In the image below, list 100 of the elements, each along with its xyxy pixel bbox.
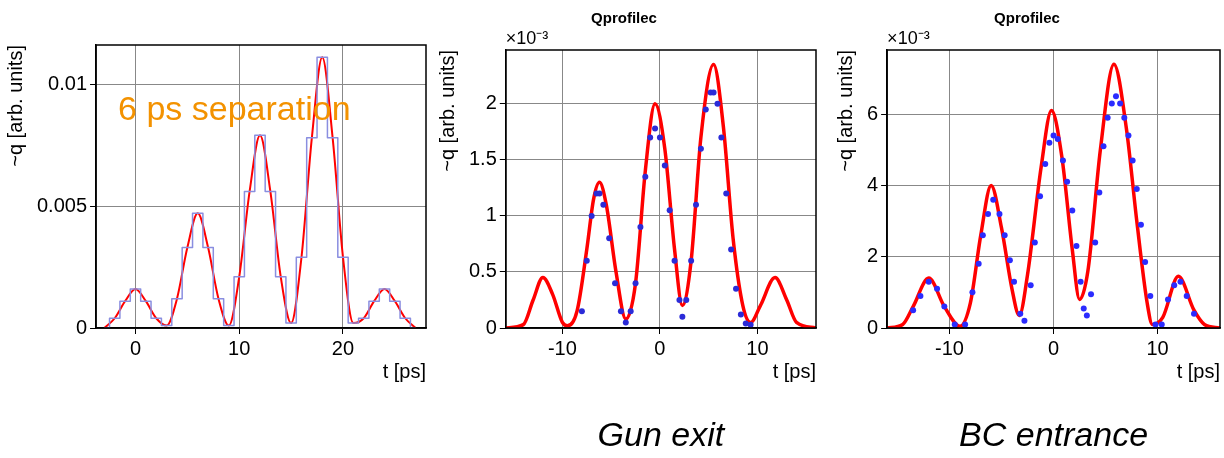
- point: [1059, 157, 1066, 164]
- point: [652, 125, 659, 132]
- point: [583, 257, 590, 264]
- point: [1046, 139, 1053, 146]
- point: [1042, 161, 1049, 168]
- point: [934, 285, 941, 292]
- point: [676, 296, 683, 303]
- text: ×10⁻³: [505, 27, 549, 48]
- point: [733, 285, 740, 292]
- point: [1092, 239, 1099, 246]
- x-tick-label: 10: [228, 336, 251, 359]
- point: [1158, 321, 1165, 328]
- point: [683, 296, 690, 303]
- x-tick-label: 10: [1146, 336, 1169, 359]
- point: [647, 134, 654, 141]
- point: [941, 303, 948, 310]
- point: [679, 313, 686, 320]
- x-tick-label: 0: [1048, 336, 1060, 359]
- point: [1017, 310, 1024, 317]
- point: [606, 235, 613, 242]
- point: [1152, 321, 1159, 328]
- point: [1125, 132, 1132, 139]
- point: [1104, 114, 1111, 121]
- point: [627, 308, 634, 315]
- y-tick-label: 2: [867, 244, 879, 267]
- y-tick-label: 0: [867, 315, 879, 338]
- chart-title: Qprofilec: [994, 9, 1060, 27]
- point: [1121, 114, 1128, 121]
- y-axis-title: ~q [arb. units]: [833, 50, 856, 172]
- y-tick-label: 1.5: [468, 147, 497, 170]
- point: [1006, 257, 1013, 264]
- point: [1129, 157, 1136, 164]
- point: [1112, 93, 1119, 100]
- point: [1108, 100, 1115, 107]
- point: [1027, 282, 1034, 289]
- point: [975, 260, 982, 267]
- x-tick-label: 0: [654, 336, 666, 359]
- point: [1001, 232, 1008, 239]
- text: BC entrance: [959, 415, 1149, 454]
- point: [632, 280, 639, 287]
- point: [612, 280, 619, 287]
- point: [969, 289, 976, 296]
- point: [917, 292, 924, 299]
- point: [1164, 296, 1171, 303]
- point: [656, 134, 663, 141]
- point: [723, 190, 730, 197]
- point: [1171, 282, 1178, 289]
- point: [1054, 136, 1061, 143]
- point: [1177, 278, 1184, 285]
- point: [1088, 291, 1095, 298]
- point: [985, 210, 992, 217]
- point: [1073, 243, 1080, 250]
- x-tick-label: 10: [746, 336, 769, 359]
- point: [617, 308, 624, 315]
- y-tick-label: 1: [485, 203, 497, 226]
- x-axis-title: t [ps]: [382, 359, 426, 382]
- point: [637, 224, 644, 231]
- x-tick-label: 0: [129, 336, 142, 359]
- point: [578, 308, 585, 315]
- point: [1077, 278, 1084, 285]
- y-tick-label: 0.5: [468, 259, 497, 282]
- point: [702, 106, 709, 113]
- point: [697, 145, 704, 152]
- point: [979, 232, 986, 239]
- x-tick-label: 20: [331, 336, 355, 359]
- y-tick-label: 0.005: [36, 193, 88, 216]
- point: [910, 307, 917, 314]
- x-axis-title: t [ps]: [772, 359, 816, 382]
- y-tick-label: 6: [867, 101, 879, 124]
- point: [688, 257, 695, 264]
- point: [951, 321, 958, 328]
- point: [1031, 239, 1038, 246]
- point: [1080, 305, 1087, 312]
- y-axis-title: ~q [arb. units]: [3, 45, 26, 167]
- x-tick-label: -10: [935, 336, 964, 359]
- point: [1021, 317, 1028, 324]
- point: [1064, 178, 1071, 185]
- point: [1183, 292, 1190, 299]
- point: [622, 319, 629, 326]
- point: [1096, 189, 1103, 196]
- point: [642, 173, 649, 180]
- text: Gun exit: [597, 415, 726, 454]
- point: [1083, 312, 1090, 319]
- point: [1142, 259, 1149, 266]
- point: [1147, 292, 1154, 299]
- point: [1133, 186, 1140, 192]
- point: [925, 278, 932, 285]
- y-tick-label: 2: [485, 91, 497, 114]
- point: [693, 201, 700, 208]
- point: [600, 201, 607, 208]
- point: [747, 321, 754, 328]
- y-tick-label: 0: [75, 315, 88, 338]
- point: [1050, 132, 1057, 139]
- point: [661, 162, 668, 169]
- point: [666, 207, 673, 214]
- point: [962, 321, 969, 328]
- y-tick-label: 4: [867, 172, 879, 195]
- chart-title: Qprofilec: [591, 9, 657, 27]
- point: [990, 196, 997, 203]
- point: [1037, 193, 1044, 200]
